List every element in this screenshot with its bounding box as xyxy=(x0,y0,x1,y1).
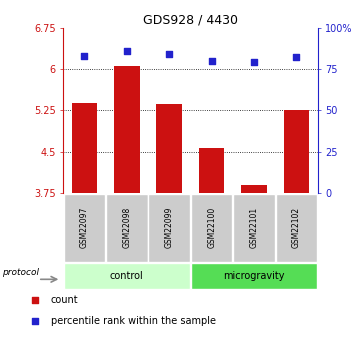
Bar xyxy=(64,263,190,289)
Text: GSM22098: GSM22098 xyxy=(122,207,131,248)
Text: count: count xyxy=(51,295,79,305)
Point xyxy=(251,60,257,65)
Bar xyxy=(191,194,232,262)
Text: GSM22097: GSM22097 xyxy=(80,207,89,248)
Point xyxy=(293,55,299,60)
Bar xyxy=(71,103,97,193)
Text: GSM22099: GSM22099 xyxy=(165,207,174,248)
Bar xyxy=(199,148,225,193)
Text: GSM22102: GSM22102 xyxy=(292,207,301,248)
Point xyxy=(82,53,87,59)
Bar xyxy=(233,194,275,262)
Text: GSM22101: GSM22101 xyxy=(249,207,258,248)
Text: percentile rank within the sample: percentile rank within the sample xyxy=(51,316,216,326)
Bar xyxy=(148,194,190,262)
Point xyxy=(124,48,130,53)
Bar xyxy=(106,194,148,262)
Text: protocol: protocol xyxy=(3,268,39,277)
Point xyxy=(166,51,172,57)
Bar xyxy=(64,194,105,262)
Text: microgravity: microgravity xyxy=(223,271,285,281)
Bar xyxy=(114,66,139,193)
Bar xyxy=(191,263,317,289)
Bar xyxy=(242,185,267,193)
Bar xyxy=(284,110,309,193)
Point xyxy=(209,58,214,63)
Bar xyxy=(156,104,182,193)
Point xyxy=(299,214,305,219)
Text: control: control xyxy=(110,271,144,281)
Title: GDS928 / 4430: GDS928 / 4430 xyxy=(143,13,238,27)
Point xyxy=(299,26,305,31)
Bar xyxy=(276,194,317,262)
Text: GSM22100: GSM22100 xyxy=(207,207,216,248)
